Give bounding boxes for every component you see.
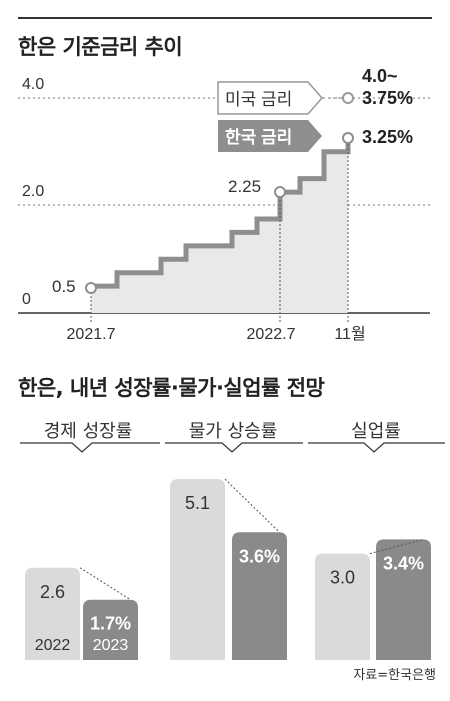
bar-connector [369, 538, 424, 555]
rate-chart: 4.0 2.0 0 0.5 2.25 3.25% 4.0~ 3.75% 미국 금… [18, 66, 430, 343]
y-tick-label: 2.0 [22, 183, 44, 200]
bar-value-label: 3.0 [330, 568, 355, 588]
us-rate-label: 4.0~ [362, 66, 398, 86]
bar-connector [224, 478, 280, 533]
outlook-chart-title: 한은, 내년 성장률·물가·실업률 전망 [18, 376, 325, 400]
group-bracket [308, 442, 445, 453]
legend-year-2022: 2022 [35, 637, 71, 654]
legend-year-2023: 2023 [93, 637, 129, 654]
data-point [274, 186, 286, 198]
point-label: 0.5 [52, 277, 76, 296]
us-rate-point [342, 92, 354, 104]
rate-chart-title: 한은 기준금리 추이 [18, 35, 183, 59]
rate-area [91, 138, 348, 313]
group-label-growth: 경제 성장률 [43, 421, 133, 442]
y-tick-label: 0 [22, 291, 31, 308]
group-label-inflation: 물가 상승률 [188, 421, 278, 442]
bar-2022-2 [315, 553, 370, 660]
data-point [342, 132, 354, 144]
group-bracket [165, 442, 303, 453]
group-label-unemployment: 실업률 [351, 421, 401, 442]
data-point [85, 282, 97, 294]
bar-connector [79, 567, 131, 601]
bar-value-label: 5.1 [185, 493, 210, 513]
us-rate-tag [217, 81, 323, 115]
us-rate-tag-label: 미국 금리 [225, 90, 292, 109]
bar-2023-2 [376, 539, 431, 660]
bar-2022-1 [170, 479, 225, 660]
x-tick-label: 2021.7 [67, 326, 116, 343]
y-tick-label: 4.0 [22, 76, 44, 93]
bar-value-label: 3.6% [239, 546, 280, 566]
point-label: 2.25 [228, 177, 261, 196]
bar-2022-0 [25, 567, 80, 660]
x-tick-label: 11월 [334, 325, 365, 343]
top-rule [18, 17, 432, 19]
point-label-final: 3.25% [362, 127, 413, 147]
x-tick-label: 2022.7 [247, 326, 296, 343]
bar-value-label: 2.6 [40, 582, 65, 602]
group-bracket [20, 442, 160, 453]
korea-rate-tag [218, 120, 322, 152]
korea-rate-step-line [91, 138, 351, 289]
bar-2023-0 [83, 599, 138, 660]
us-rate-label: 3.75% [362, 88, 413, 108]
bar-value-label: 1.7% [90, 614, 131, 634]
korea-rate-tag-label: 한국 금리 [225, 128, 292, 147]
source-note: 자료=한국은행 [353, 668, 436, 683]
bar-2023-1 [232, 532, 287, 660]
bar-value-label: 3.4% [383, 553, 424, 573]
